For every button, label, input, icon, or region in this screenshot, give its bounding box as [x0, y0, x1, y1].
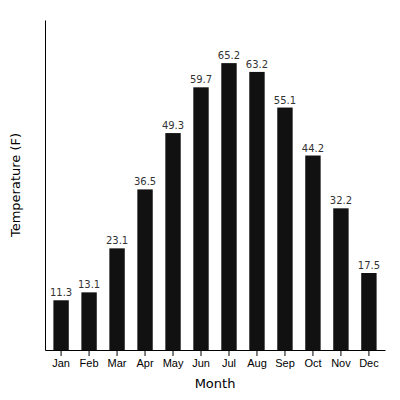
bar — [305, 156, 320, 350]
bar — [221, 63, 236, 350]
data-label: 49.3 — [162, 120, 184, 131]
x-axis-title: Month — [195, 376, 236, 391]
x-tick-label: Apr — [136, 357, 153, 369]
y-axis-title: Temperature (F) — [8, 133, 23, 238]
x-axis-line — [46, 350, 386, 351]
x-tick-mark — [201, 350, 202, 356]
plot-area: Jan Feb Mar Apr May Jun Jul Aug Sep Oct Nov Dec 11.3… — [46, 21, 386, 369]
x-tick-label: Jan — [52, 357, 70, 369]
x-tick-mark — [312, 350, 313, 356]
data-label: 65.2 — [218, 50, 240, 61]
x-axis: Jan Feb Mar Apr May Jun Jul Aug Sep Oct Nov Dec — [46, 350, 386, 369]
x-tick-label: Feb — [80, 357, 99, 369]
bar — [165, 133, 180, 350]
x-tick: Feb — [80, 350, 99, 369]
x-tick-label: Sep — [275, 357, 295, 369]
data-label: 23.1 — [106, 235, 128, 246]
data-label: 44.2 — [302, 143, 324, 154]
x-tick-mark — [173, 350, 174, 356]
x-tick-label: Oct — [304, 357, 321, 369]
bar — [109, 248, 124, 350]
x-tick-label: Jul — [222, 357, 236, 369]
x-tick: Apr — [136, 350, 153, 369]
data-label: 59.7 — [190, 74, 212, 85]
chart-container: Jan Feb Mar Apr May Jun Jul Aug Sep Oct Nov Dec 11.3… — [0, 0, 400, 400]
x-tick-label: Mar — [108, 357, 127, 369]
x-tick-label: Nov — [331, 357, 351, 369]
data-label: 63.2 — [246, 59, 268, 70]
data-label: 11.3 — [50, 287, 72, 298]
x-tick: May — [163, 350, 184, 369]
x-tick: Oct — [304, 350, 321, 369]
data-label: 36.5 — [134, 176, 156, 187]
x-tick: Nov — [331, 350, 351, 369]
x-tick-label: May — [163, 357, 184, 369]
x-tick-mark — [89, 350, 90, 356]
bar — [193, 87, 208, 350]
x-tick-label: Jun — [192, 357, 210, 369]
bar — [137, 189, 152, 350]
bars — [53, 63, 376, 350]
x-tick: Aug — [247, 350, 267, 369]
x-tick: Jan — [52, 350, 70, 369]
x-tick-mark — [340, 350, 341, 356]
chart-svg: Jan Feb Mar Apr May Jun Jul Aug Sep Oct Nov Dec 11.3… — [0, 0, 400, 400]
data-label: 32.2 — [330, 195, 352, 206]
data-label: 13.1 — [78, 279, 100, 290]
data-labels: 11.3 13.1 23.1 36.5 49.3 59.7 65.2 63.2 55.1 44.2… — [50, 50, 380, 298]
y-axis-line — [45, 21, 46, 351]
x-tick-mark — [117, 350, 118, 356]
x-tick: Jul — [222, 350, 236, 369]
data-label: 55.1 — [274, 95, 296, 106]
bar — [53, 300, 68, 350]
x-tick-mark — [145, 350, 146, 356]
x-tick-mark — [61, 350, 62, 356]
x-tick-label: Aug — [247, 357, 267, 369]
x-tick: Dec — [359, 350, 379, 369]
x-tick-label: Dec — [359, 357, 379, 369]
bar — [361, 273, 376, 350]
bar — [277, 108, 292, 350]
bar — [81, 292, 96, 350]
x-tick-mark — [256, 350, 257, 356]
data-label: 17.5 — [358, 260, 380, 271]
x-tick: Mar — [108, 350, 127, 369]
x-tick-mark — [284, 350, 285, 356]
y-axis — [45, 21, 46, 351]
x-tick: Sep — [275, 350, 295, 369]
x-tick: Jun — [192, 350, 210, 369]
x-tick-mark — [368, 350, 369, 356]
x-tick-mark — [228, 350, 229, 356]
bar — [249, 72, 264, 350]
bar — [333, 208, 348, 350]
